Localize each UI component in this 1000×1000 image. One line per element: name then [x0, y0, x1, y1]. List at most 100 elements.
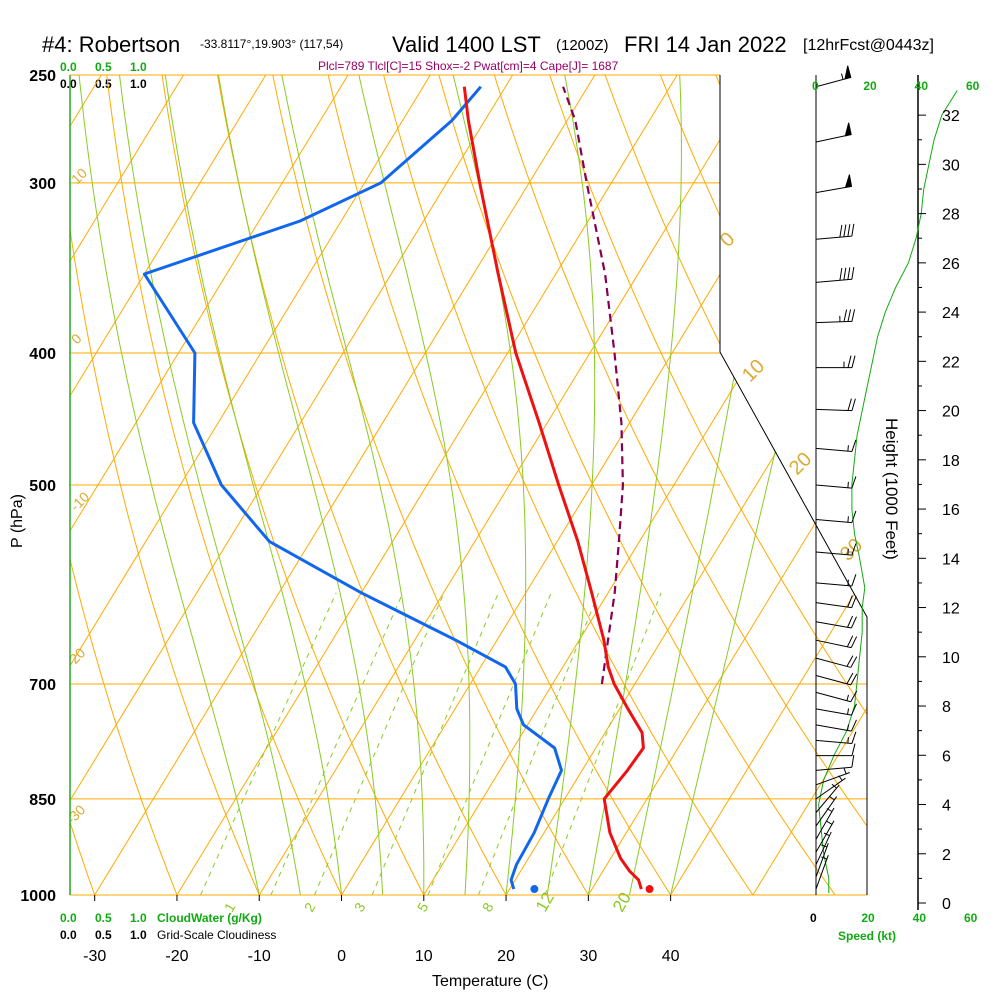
wind-barb — [815, 672, 858, 686]
wind-barb-half-feather — [847, 737, 849, 744]
wind-barb-feather — [847, 224, 851, 237]
cloudiness-tick: 0.5 — [95, 77, 112, 91]
speed-tick-top: 20 — [863, 79, 877, 93]
wind-barb — [815, 309, 856, 324]
cloudiness-tick: 0.0 — [60, 77, 77, 91]
pressure-tick-label: 1000 — [20, 888, 56, 905]
moist-adiabat-line — [116, 75, 301, 895]
wind-barb-staff — [815, 855, 829, 890]
speed-tick-bottom: 60 — [964, 911, 978, 925]
station-location: -33.8117°,19.903° (117,54) — [200, 37, 343, 51]
cloudwater-tick: 0.0 — [60, 60, 77, 74]
dry-adiabat-line — [103, 75, 356, 895]
isotherm-line — [70, 75, 117, 895]
mixing-ratio-line — [477, 592, 600, 895]
wind-barb-feather — [851, 439, 857, 452]
surface-temperature-dot — [645, 885, 654, 894]
wind-barb — [815, 820, 835, 853]
wind-barb-feather — [851, 355, 856, 368]
wind-barb — [815, 398, 856, 412]
wind-barb — [815, 690, 858, 703]
cloudiness-tick: 1.0 — [130, 77, 147, 91]
temperature-tick-label: 40 — [662, 948, 680, 965]
speed-tick-top: 60 — [966, 79, 980, 93]
wind-barb-feather — [851, 223, 855, 237]
isotherm-line — [70, 75, 281, 895]
moist-adiabat-line — [629, 75, 783, 895]
wind-barb-staff — [815, 320, 852, 324]
speed-tick-bottom: 0 — [810, 911, 817, 925]
wind-barb-staff — [815, 691, 851, 703]
wind-barb-staff — [815, 551, 852, 556]
plot-frame — [69, 75, 919, 910]
pressure-tick-label: 250 — [29, 68, 56, 85]
temperature-axis: -30 -20 -10 0 10 20 30 40 — [83, 895, 680, 965]
wind-barb-feather — [850, 656, 858, 668]
forecast-run: [12hrFcst@0443z] — [803, 37, 934, 54]
temperature-line — [462, 86, 645, 890]
wind-barb-feather — [843, 224, 847, 237]
height-tick-label: 12 — [942, 601, 960, 618]
isobar-lines — [70, 74, 867, 896]
wind-barb-half-feather — [831, 783, 837, 789]
isotherm-line — [70, 75, 446, 895]
speed-tick-bottom: 20 — [861, 911, 875, 925]
wind-barb-feather — [850, 719, 857, 732]
dry-adiabat-label: 20 — [785, 448, 816, 479]
mixing-ratio-line — [314, 592, 445, 895]
wind-barb — [815, 476, 857, 489]
wind-barb-staff — [815, 408, 852, 412]
mixing-ratio-line — [427, 592, 552, 895]
dry-adiabat-line — [760, 75, 867, 895]
wind-barb — [815, 796, 838, 827]
height-tick-label: 32 — [942, 108, 960, 125]
temperature-tick-label: -20 — [165, 948, 188, 965]
wind-barb-half-feather — [841, 73, 844, 80]
dry-adiabat-line — [650, 75, 867, 895]
temperature-tick-label: -10 — [248, 948, 271, 965]
station-title: #4: Robertson — [42, 32, 180, 57]
wind-barb — [815, 754, 855, 771]
zulu-time: (1200Z) — [556, 37, 609, 54]
wind-barb — [815, 719, 857, 732]
dry-adiabat-line — [486, 75, 867, 895]
cloudiness-tick: 1.0 — [130, 928, 147, 942]
dry-adiabat-line — [158, 75, 440, 895]
wind-barb-feather — [850, 673, 858, 686]
wind-barb-feather — [850, 616, 857, 629]
wind-barb-feather — [847, 398, 852, 411]
cloudiness-label: Grid-Scale Cloudiness — [157, 928, 276, 942]
dry-adiabat-line — [596, 75, 867, 895]
isotherm-line — [70, 75, 528, 895]
wind-barb-staff — [815, 796, 838, 827]
dry-adiabat-line — [0, 51, 22, 924]
wind-barb — [815, 855, 829, 890]
height-tick-label: 10 — [942, 650, 960, 667]
moist-adiabat-line — [161, 75, 342, 895]
wind-barb — [815, 731, 857, 745]
cloudwater-tick: 0.0 — [60, 911, 77, 925]
cloudwater-tick: 0.5 — [95, 60, 112, 74]
wind-barb — [815, 615, 857, 629]
wind-barb-feather — [839, 224, 843, 238]
wind-barb-feather — [851, 266, 855, 280]
wind-barb-feather — [851, 309, 856, 322]
isotherm-line — [488, 75, 867, 895]
speed-tick-top: 40 — [915, 79, 929, 93]
height-tick-label: 4 — [942, 798, 951, 815]
temperature-tick-label: -30 — [83, 948, 106, 965]
dry-adiabat-line — [705, 75, 867, 895]
wind-barb-half-feather — [821, 856, 828, 860]
moist-adiabat-line — [214, 75, 384, 895]
wind-barb — [815, 842, 829, 878]
isotherm-line — [241, 75, 775, 895]
wind-barb-staff — [815, 739, 852, 745]
wind-barb-staff — [815, 777, 846, 800]
wind-barb-half-feather — [826, 820, 833, 825]
isotherm-line — [70, 75, 364, 895]
wind-barb-half-feather — [847, 548, 849, 555]
cloudwater-label: CloudWater (g/Kg) — [157, 911, 262, 925]
cloudwater-axis-top: 0.0 0.5 1.0 0.0 0.5 1.0 — [60, 60, 147, 91]
cloudwater-tick: 0.5 — [95, 911, 112, 925]
